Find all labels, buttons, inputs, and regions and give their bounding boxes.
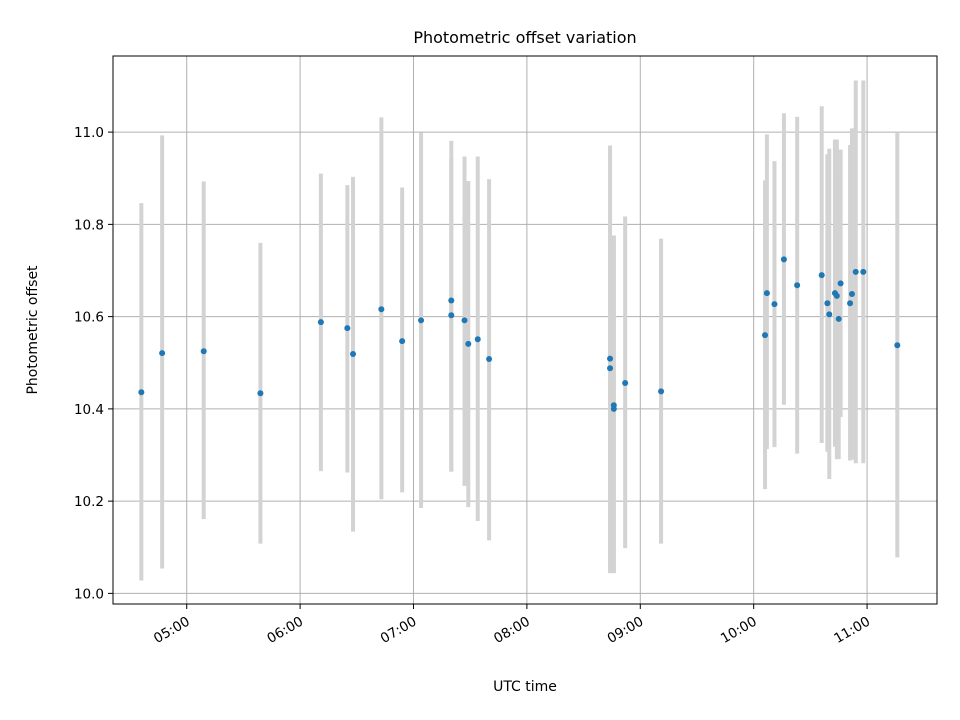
- x-axis-label: UTC time: [493, 679, 557, 695]
- y-axis-label: Photometric offset: [25, 265, 41, 395]
- y-tick-label: 11.0: [74, 125, 104, 141]
- data-point: [461, 317, 468, 324]
- data-point: [200, 348, 207, 355]
- data-point: [794, 282, 801, 289]
- data-point: [474, 336, 481, 343]
- data-point: [607, 365, 614, 372]
- data-point: [317, 319, 324, 326]
- data-point: [847, 300, 854, 307]
- chart-title: Photometric offset variation: [413, 28, 636, 47]
- data-point: [771, 301, 778, 308]
- data-point: [378, 306, 385, 313]
- data-point: [344, 325, 351, 332]
- data-point: [762, 332, 769, 339]
- x-tick-label: 11:00: [831, 614, 873, 647]
- data-point: [610, 402, 617, 409]
- data-point: [350, 350, 357, 357]
- data-point: [622, 380, 629, 387]
- y-tick-label: 10.6: [74, 310, 104, 326]
- data-point: [824, 300, 831, 307]
- data-point: [448, 297, 455, 304]
- data-point: [138, 389, 145, 396]
- data-point: [894, 342, 901, 349]
- y-tick-label: 10.0: [74, 586, 104, 602]
- data-point: [848, 291, 855, 298]
- error-bars: [139, 80, 900, 581]
- data-point: [852, 268, 859, 275]
- y-tick-label: 10.2: [74, 494, 104, 510]
- x-tick-label: 08:00: [491, 614, 533, 647]
- data-point: [833, 292, 840, 299]
- data-point: [658, 388, 665, 395]
- data-point: [257, 390, 264, 397]
- data-point: [448, 312, 455, 319]
- x-tick-label: 10:00: [718, 614, 760, 647]
- data-point: [607, 355, 614, 362]
- data-point: [763, 290, 770, 297]
- y-tick-label: 10.8: [74, 217, 104, 233]
- data-point: [837, 280, 844, 287]
- data-point: [780, 256, 787, 263]
- x-tick-label: 09:00: [605, 614, 647, 647]
- y-tick-label: 10.4: [74, 402, 104, 418]
- data-point: [826, 311, 833, 318]
- data-point: [399, 338, 406, 345]
- x-tick-label: 05:00: [151, 614, 193, 647]
- x-tick-label: 07:00: [378, 614, 420, 647]
- plot-area-frame: [112, 55, 938, 605]
- data-point: [486, 356, 493, 363]
- data-point: [418, 317, 425, 324]
- data-point: [860, 268, 867, 275]
- grid: [113, 56, 937, 604]
- data-point: [818, 272, 825, 279]
- data-point: [465, 340, 472, 347]
- x-tick-label: 06:00: [264, 614, 306, 647]
- data-points: [138, 256, 901, 412]
- data-point: [159, 350, 166, 357]
- data-point: [835, 315, 842, 322]
